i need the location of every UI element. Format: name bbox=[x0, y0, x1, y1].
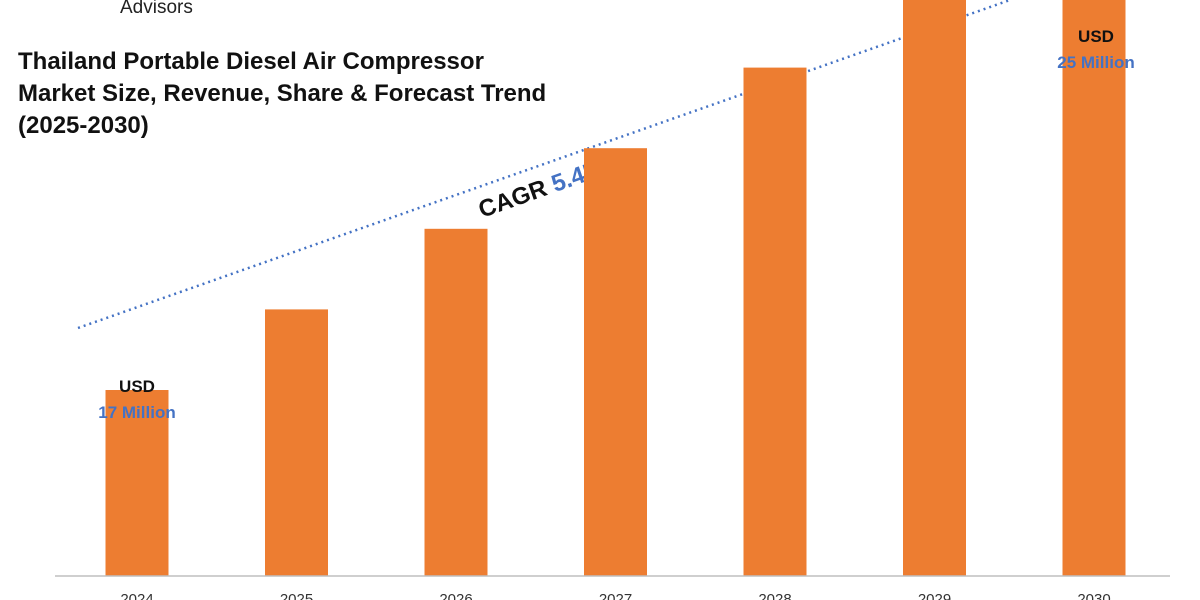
start-currency-label: USD bbox=[119, 377, 155, 396]
trend-line bbox=[77, 0, 1011, 330]
bar-2026 bbox=[424, 228, 488, 577]
bar-2029 bbox=[903, 0, 966, 576]
end-currency-label: USD bbox=[1078, 27, 1114, 46]
bar-2028 bbox=[743, 67, 807, 576]
start-value-label: 17 Million bbox=[98, 403, 175, 422]
cagr-prefix: CAGR bbox=[475, 173, 557, 224]
x-tick-2029: 2029 bbox=[918, 591, 951, 600]
title-line-1: Thailand Portable Diesel Air Compressor bbox=[18, 48, 484, 75]
title-line-3: (2025-2030) bbox=[18, 112, 149, 139]
x-tick-2025: 2025 bbox=[280, 591, 313, 600]
x-tick-2028: 2028 bbox=[758, 591, 791, 600]
x-tick-2026: 2026 bbox=[439, 591, 472, 600]
title-line-2: Market Size, Revenue, Share & Forecast T… bbox=[18, 80, 547, 107]
bar-2024 bbox=[105, 390, 169, 576]
bars-group bbox=[105, 0, 1126, 577]
x-tick-2027: 2027 bbox=[599, 591, 632, 600]
end-value-label: 25 Million bbox=[1057, 53, 1134, 72]
brand-logo-text: Advisors bbox=[120, 0, 193, 18]
chart-title: Thailand Portable Diesel Air Compressor … bbox=[18, 46, 618, 142]
bar-2025 bbox=[265, 309, 328, 576]
bar-2027 bbox=[584, 148, 647, 576]
x-tick-2030: 2030 bbox=[1077, 591, 1110, 600]
bar-2030 bbox=[1062, 0, 1126, 576]
x-tick-2024: 2024 bbox=[120, 591, 153, 600]
x-tick-labels: 2024 2025 2026 2027 2028 2029 2030 bbox=[120, 591, 1110, 600]
